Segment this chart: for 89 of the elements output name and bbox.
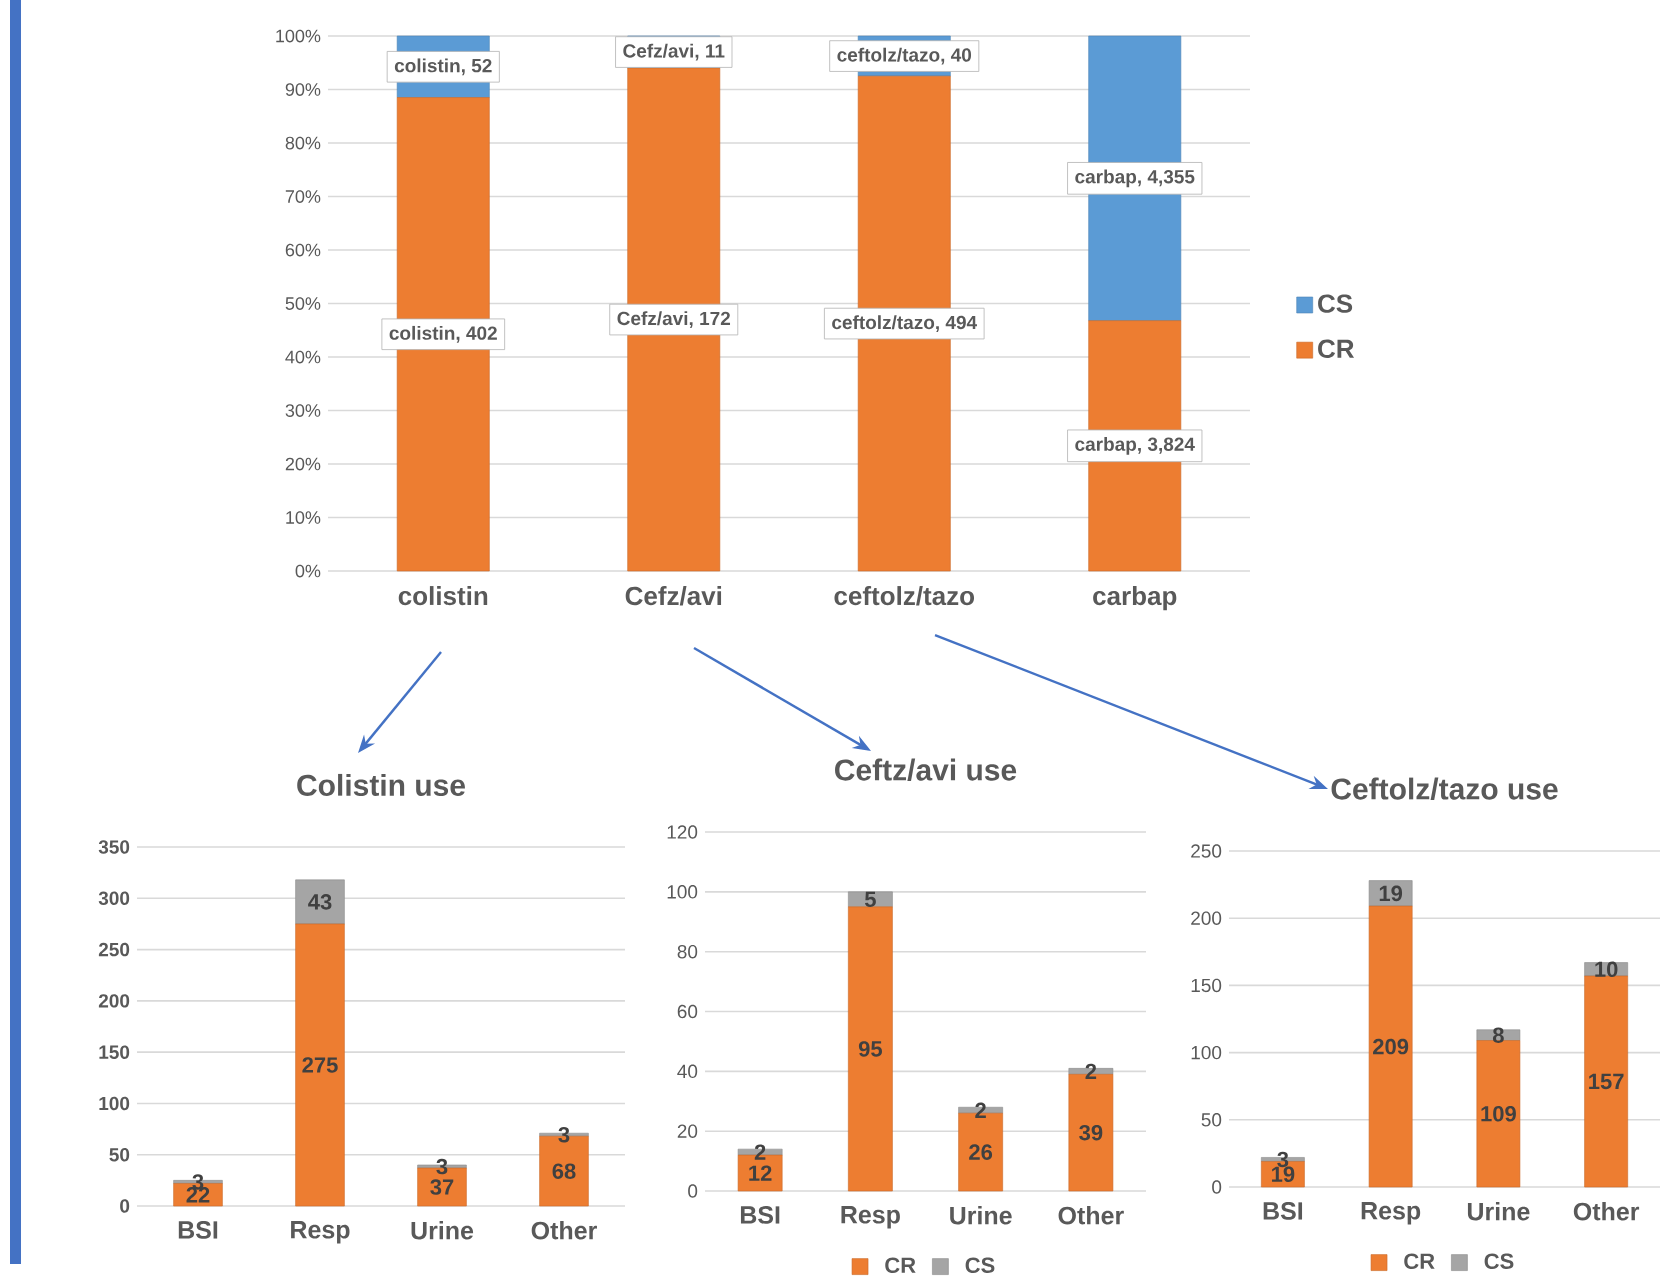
data-label: 26 [969, 1144, 993, 1160]
y-tick-label: 80 [677, 944, 698, 959]
x-tick-label: Urine [411, 1221, 474, 1240]
y-tick-label: 100 [1191, 1045, 1222, 1060]
data-label: 39 [1079, 1124, 1103, 1141]
y-tick-label: 10% [286, 511, 321, 524]
y-tick-label: 20% [285, 457, 321, 471]
y-tick-label: 250 [1191, 844, 1222, 858]
legend-label: CS [1484, 1253, 1514, 1269]
x-tick-label: carbap [1093, 586, 1177, 611]
y-tick-label: 200 [1191, 911, 1222, 925]
bar [295, 923, 345, 1207]
x-tick-label: Other [531, 1221, 597, 1240]
data-label: 12 [749, 1165, 772, 1181]
y-tick-label: 30% [285, 404, 321, 417]
x-tick-label: BSI [1263, 1202, 1303, 1220]
annotation: colistin, 402 [389, 325, 497, 343]
legend-label: CR [1404, 1253, 1435, 1269]
y-tick-label: 0% [295, 564, 321, 578]
chart-title: Ceftz/avi use [835, 758, 1017, 781]
x-tick-label: Resp [291, 1221, 350, 1244]
data-label: 37 [430, 1179, 454, 1195]
y-tick-label: 50% [285, 297, 321, 310]
bar [295, 879, 345, 925]
bar [848, 906, 893, 1192]
y-tick-label: 150 [99, 1045, 130, 1059]
x-tick-label: BSI [178, 1221, 218, 1239]
y-tick-label: 0 [1212, 1180, 1222, 1194]
legend-label: CR [1318, 339, 1355, 358]
y-tick-label: 20 [677, 1124, 698, 1138]
data-label: 3 [558, 1126, 570, 1143]
chart-title: Colistin use [297, 773, 465, 796]
y-tick-label: 150 [1191, 978, 1222, 993]
annotation: Cefz/avi, 172 [617, 311, 731, 328]
y-tick-label: 120 [667, 825, 698, 839]
annotation: carbap, 3,824 [1075, 436, 1195, 455]
chart-title: Ceftolz/tazo use [1331, 777, 1558, 800]
y-tick-label: 250 [98, 942, 130, 957]
y-tick-label: 200 [98, 994, 130, 1008]
data-label: 8 [1492, 1027, 1504, 1043]
x-tick-label: Urine [950, 1206, 1012, 1225]
annotation: colistin, 52 [394, 58, 492, 76]
y-tick-label: 0 [120, 1199, 130, 1213]
x-tick-label: colistin [398, 586, 488, 606]
data-label: 19 [1379, 885, 1403, 902]
data-label: 19 [1272, 1166, 1295, 1183]
y-tick-label: 90% [285, 83, 321, 96]
data-label: 109 [1481, 1106, 1516, 1122]
data-label: 3 [1277, 1151, 1289, 1168]
bar [1368, 905, 1413, 1188]
x-tick-label: Resp [841, 1206, 900, 1229]
y-tick-label: 40 [677, 1064, 698, 1079]
y-tick-label: 80% [285, 136, 321, 150]
x-tick-label: Cefz/avi [625, 586, 722, 606]
bar [1584, 975, 1628, 1188]
data-label: 3 [436, 1158, 448, 1175]
data-label: 275 [302, 1057, 338, 1073]
x-tick-label: Urine [1467, 1202, 1530, 1221]
y-tick-label: 0 [688, 1184, 698, 1198]
x-tick-label: Other [1573, 1202, 1640, 1221]
annotation: ceftolz/tazo, 40 [837, 47, 972, 65]
annotation: carbap, 4,355 [1075, 169, 1195, 188]
x-tick-label: Other [1058, 1206, 1124, 1225]
y-tick-label: 100% [276, 29, 321, 43]
data-label: 10 [1595, 961, 1618, 978]
legend-label: CR [885, 1257, 916, 1273]
y-tick-label: 50 [109, 1148, 130, 1162]
data-label: 95 [858, 1041, 882, 1057]
y-tick-label: 100 [99, 1096, 130, 1111]
x-tick-label: ceftolz/tazo [834, 586, 975, 606]
data-label: 68 [552, 1163, 576, 1179]
y-tick-label: 70% [285, 190, 321, 203]
y-tick-label: 300 [98, 891, 130, 906]
y-tick-label: 100 [667, 885, 698, 899]
annotation: Cefz/avi, 11 [623, 43, 725, 61]
data-label: 157 [1589, 1073, 1624, 1090]
y-tick-label: 50 [1201, 1113, 1222, 1127]
y-tick-label: 60 [677, 1004, 698, 1019]
legend-label: CS [965, 1257, 995, 1273]
y-tick-label: 350 [98, 840, 130, 854]
data-label: 5 [864, 891, 876, 908]
annotation: ceftolz/tazo, 494 [832, 315, 978, 332]
y-tick-label: 40% [285, 350, 321, 364]
data-label: 209 [1373, 1038, 1409, 1055]
y-tick-label: 60% [285, 243, 321, 257]
legend-label: CS [1318, 294, 1353, 313]
x-tick-label: Resp [1361, 1202, 1421, 1225]
data-label: 43 [308, 894, 332, 910]
x-tick-label: BSI [740, 1206, 780, 1224]
